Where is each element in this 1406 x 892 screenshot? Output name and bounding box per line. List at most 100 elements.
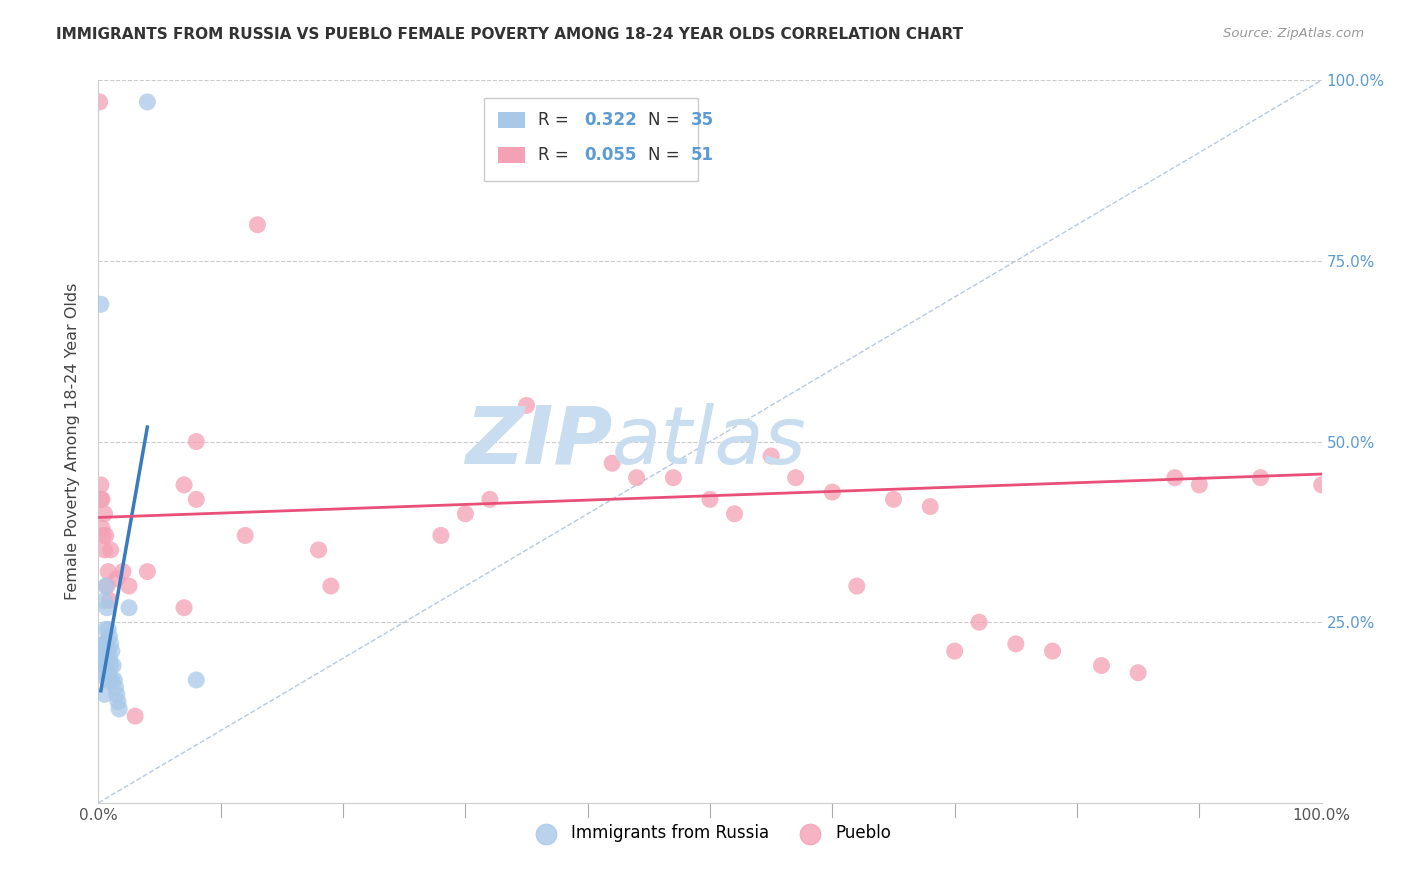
Point [105, 687, 128, 701]
Point [943, 644, 966, 658]
Text: atlas: atlas [612, 402, 807, 481]
Point [186, 434, 208, 449]
Point [93, 593, 115, 607]
Point [118, 600, 141, 615]
Point [136, 95, 159, 109]
Point [96, 637, 118, 651]
Point [94, 623, 117, 637]
Point [920, 500, 942, 514]
Point [103, 673, 125, 687]
Point [967, 615, 990, 630]
Point [111, 565, 134, 579]
Point [515, 398, 537, 412]
Point [308, 542, 330, 557]
Point [90, 297, 112, 311]
Text: 0.322: 0.322 [583, 111, 637, 129]
FancyBboxPatch shape [484, 98, 697, 181]
Point [98, 651, 121, 665]
Point [821, 485, 844, 500]
Text: IMMIGRANTS FROM RUSSIA VS PUEBLO FEMALE POVERTY AMONG 18-24 YEAR OLDS CORRELATIO: IMMIGRANTS FROM RUSSIA VS PUEBLO FEMALE … [56, 27, 963, 42]
Point [1188, 478, 1211, 492]
Point [454, 507, 477, 521]
Point [90, 478, 112, 492]
Point [101, 673, 124, 687]
Point [186, 673, 208, 687]
Point [96, 579, 118, 593]
Point [1042, 644, 1064, 658]
Point [94, 528, 117, 542]
Point [94, 651, 117, 665]
FancyBboxPatch shape [498, 112, 526, 128]
Point [430, 528, 453, 542]
Point [97, 623, 120, 637]
Point [761, 449, 783, 463]
Point [91, 528, 114, 542]
Point [785, 470, 807, 484]
Point [97, 565, 120, 579]
Point [1164, 470, 1187, 484]
Point [186, 492, 208, 507]
Text: N =: N = [648, 145, 685, 164]
Point [124, 709, 146, 723]
Text: 35: 35 [690, 111, 714, 129]
Point [100, 658, 122, 673]
Point [118, 579, 141, 593]
Legend: Immigrants from Russia, Pueblo: Immigrants from Russia, Pueblo [522, 817, 898, 848]
Point [100, 542, 122, 557]
Text: ZIP: ZIP [465, 402, 612, 481]
Point [97, 644, 120, 658]
Point [233, 528, 256, 542]
Point [96, 673, 118, 687]
Point [1310, 478, 1333, 492]
Point [845, 579, 868, 593]
Text: R =: R = [537, 145, 574, 164]
Point [246, 218, 269, 232]
Point [93, 507, 115, 521]
Point [883, 492, 905, 507]
Point [94, 579, 117, 593]
FancyBboxPatch shape [498, 147, 526, 162]
Point [600, 456, 623, 470]
Point [89, 95, 111, 109]
Y-axis label: Female Poverty Among 18-24 Year Olds: Female Poverty Among 18-24 Year Olds [65, 283, 80, 600]
Point [173, 600, 195, 615]
Point [90, 492, 112, 507]
Point [1090, 658, 1112, 673]
Point [626, 470, 648, 484]
Point [101, 658, 124, 673]
Point [93, 542, 115, 557]
Point [98, 593, 121, 607]
Text: R =: R = [537, 111, 574, 129]
Point [319, 579, 342, 593]
Text: Source: ZipAtlas.com: Source: ZipAtlas.com [1223, 27, 1364, 40]
Point [96, 600, 118, 615]
Point [478, 492, 501, 507]
Point [173, 478, 195, 492]
Point [108, 702, 131, 716]
Point [699, 492, 721, 507]
Point [1004, 637, 1026, 651]
Point [723, 507, 745, 521]
Point [105, 572, 128, 586]
Point [101, 644, 124, 658]
Point [104, 680, 127, 694]
Point [107, 695, 129, 709]
Point [91, 637, 114, 651]
Point [97, 665, 120, 680]
Point [662, 470, 685, 484]
Point [91, 665, 114, 680]
Point [96, 651, 118, 665]
Point [98, 630, 121, 644]
Point [1128, 665, 1150, 680]
Point [90, 644, 112, 658]
Text: 0.055: 0.055 [583, 145, 637, 164]
Point [93, 687, 115, 701]
Point [91, 521, 114, 535]
Point [1249, 470, 1271, 484]
Text: N =: N = [648, 111, 685, 129]
Text: 51: 51 [690, 145, 713, 164]
Point [98, 673, 121, 687]
Point [91, 651, 114, 665]
Point [100, 637, 122, 651]
Point [93, 658, 115, 673]
